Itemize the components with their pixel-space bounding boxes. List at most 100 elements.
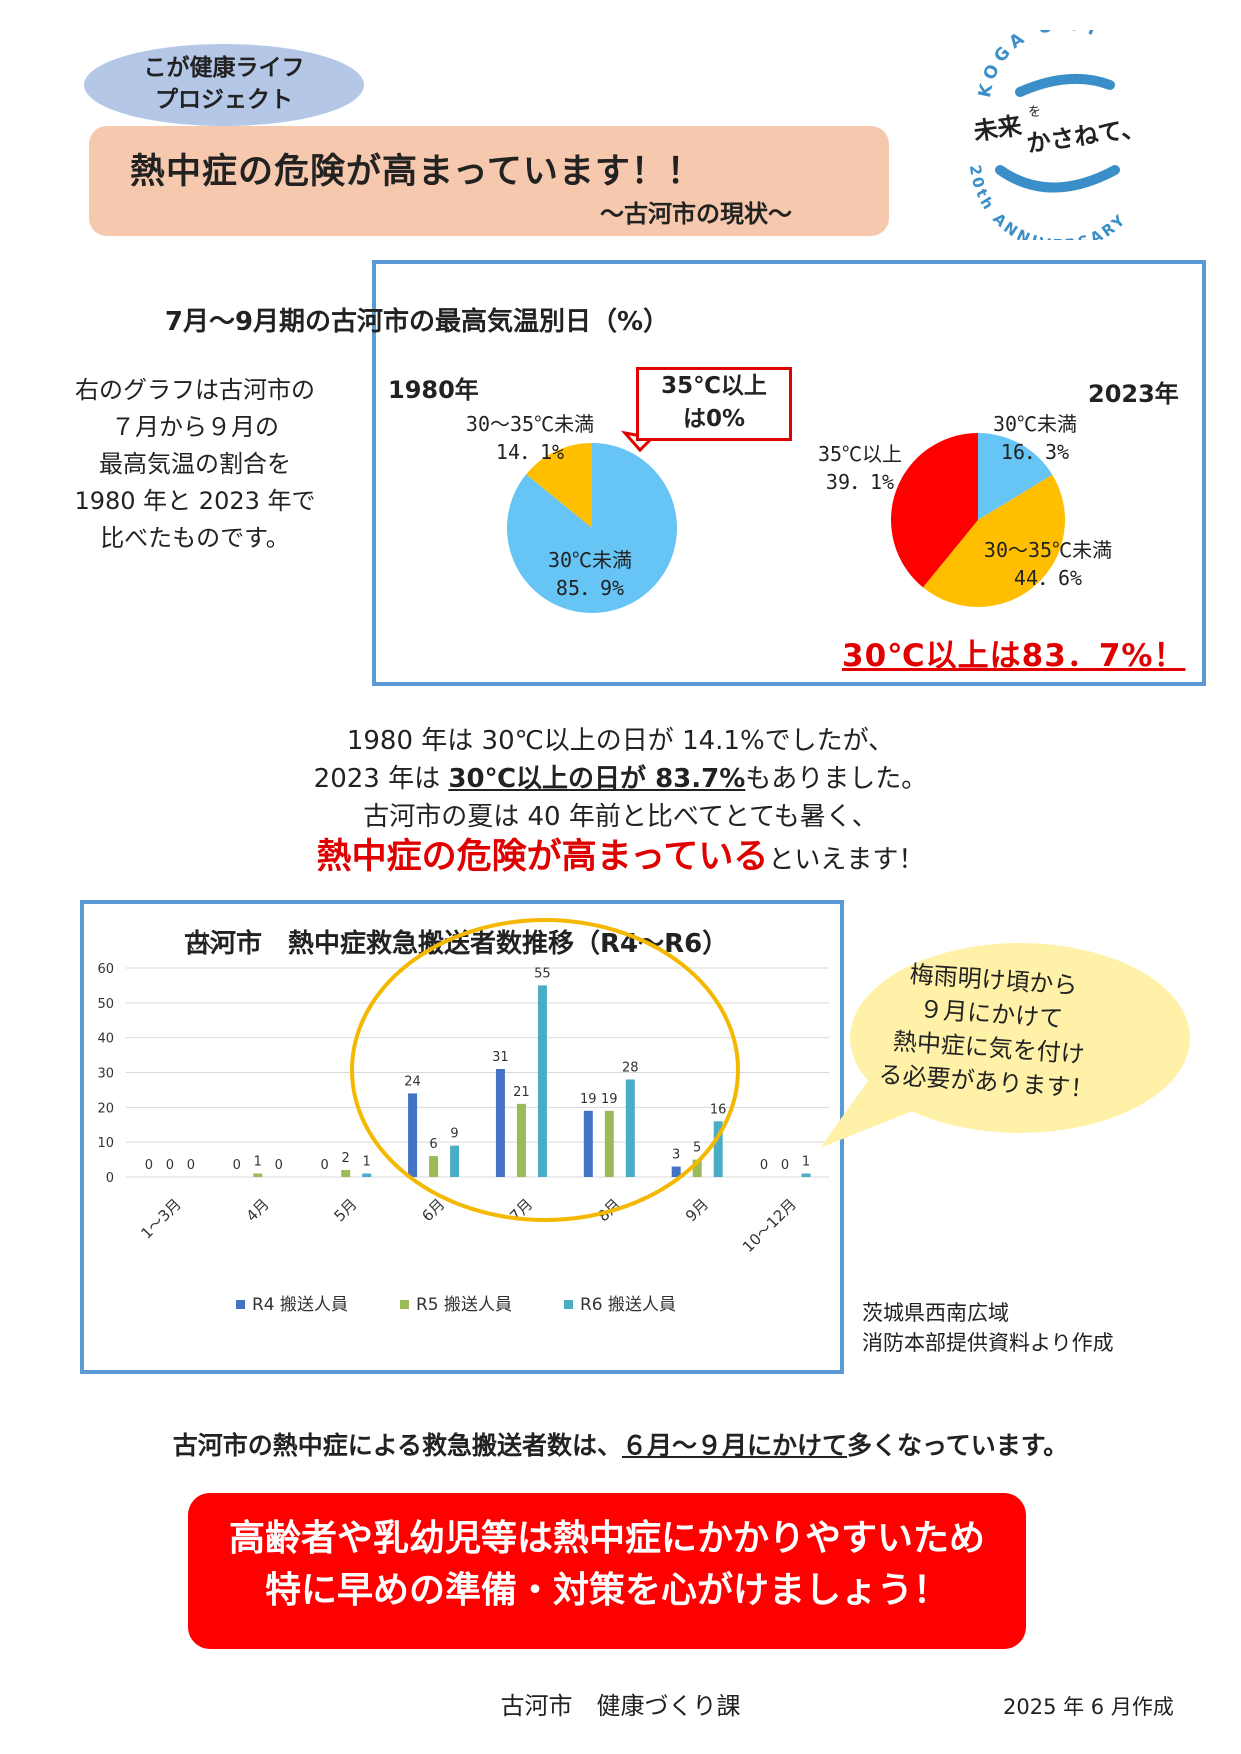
danger-line: 熱中症の危険が高まっているといえます！ <box>0 828 1241 879</box>
legend-swatch <box>400 1300 409 1309</box>
danger-tail-text: といえます！ <box>768 845 925 875</box>
y-tick-label: 60 <box>97 962 114 977</box>
pie-slice <box>922 474 1065 607</box>
logo-slogan-small: を <box>1028 105 1041 120</box>
middle-line-2b: 30℃以上の日が 83.7% <box>448 764 746 794</box>
bar <box>604 1110 614 1177</box>
bar-value-label: 0 <box>781 1158 789 1173</box>
bar <box>692 1159 702 1177</box>
x-tick-label: 4月 <box>243 1195 273 1225</box>
project-line-2: プロジェクト <box>155 87 293 113</box>
bar <box>713 1121 723 1177</box>
middle-line-3: 古河市の夏は 40 年前と比べてとても暑く、 <box>363 802 878 832</box>
middle-line-2: 2023 年は 30℃以上の日が 83.7%もありました。 <box>0 760 1241 798</box>
pie-2023 <box>891 433 1065 607</box>
logo-lower-swoosh <box>995 165 1120 193</box>
pie-2023-label-high-name: 35℃以上 <box>817 442 903 466</box>
bar-value-label: 9 <box>450 1127 458 1142</box>
x-tick-label: 9月 <box>682 1195 712 1225</box>
title-box <box>89 126 889 236</box>
x-tick-label: 10～12月 <box>739 1195 800 1256</box>
footer-department: 古河市 健康づくり課 <box>500 1692 741 1720</box>
pie-slice <box>526 443 592 528</box>
speech-bubble-tail <box>820 1078 920 1148</box>
bar-value-label: 0 <box>275 1158 283 1173</box>
project-line-1: こが健康ライフ <box>143 55 305 81</box>
y-tick-label: 0 <box>106 1171 114 1186</box>
bar-chart-title: 古河市 熱中症救急搬送者数推移（R4～R6） <box>184 928 728 959</box>
legend-label: R5 搬送人員 <box>416 1295 512 1315</box>
bar-value-label: 24 <box>404 1074 421 1089</box>
pie-1980-label-mid: 30～35℃未満 14．1% <box>440 410 620 466</box>
y-tick-label: 50 <box>97 997 114 1012</box>
warning-line-2: 特に早めの準備・対策を心がけましょう！ <box>264 1570 949 1611</box>
pie-2023-label-low-name: 30℃未満 <box>992 412 1078 436</box>
bar <box>341 1170 351 1177</box>
summary-a: 古河市の熱中症による救急搬送者数は、 <box>172 1431 622 1460</box>
project-bubble: こが健康ライフ プロジェクト <box>84 44 364 126</box>
pie-2023-label-low-value: 16．3% <box>1000 440 1070 464</box>
page-subtitle: ～古河市の現状～ <box>600 200 792 228</box>
bar <box>671 1166 681 1177</box>
koga-city-logo: KOGA CITY 20th ANNIVERSARY 未来 を かさねて、 <box>966 30 1147 240</box>
page-title: 熱中症の危険が高まっています！！ <box>130 152 703 192</box>
warning-text: 高齢者や乳幼児等は熱中症にかかりやすいため 特に早めの準備・対策を心がけましょう… <box>188 1513 1026 1617</box>
pie-1980-label-mid-name: 30～35℃未満 <box>465 412 595 436</box>
source-line-1: 茨城県西南広域 <box>862 1301 1009 1325</box>
x-tick-label: 1～3月 <box>137 1195 184 1242</box>
bar <box>625 1079 635 1177</box>
pie-2023-label-mid-name: 30～35℃未満 <box>983 538 1113 562</box>
bar-value-label: 0 <box>321 1158 329 1173</box>
intro-line-4: 1980 年と 2023 年で <box>74 487 316 515</box>
middle-line-2a: 2023 年は <box>313 764 449 794</box>
bar <box>801 1173 811 1177</box>
bar-value-label: 0 <box>233 1158 241 1173</box>
intro-line-2: ７月から９月の <box>111 413 279 441</box>
pie-1980 <box>506 443 677 614</box>
pie-slice <box>978 433 1053 520</box>
speech-bubble <box>820 943 1190 1148</box>
pie-charts <box>506 430 1065 614</box>
bar-value-label: 5 <box>693 1141 701 1156</box>
pie-2023-label-low: 30℃未満 16．3% <box>980 410 1090 466</box>
summary-c: 多くなっています。 <box>847 1431 1069 1460</box>
intro-line-3: 最高気温の割合を <box>99 450 291 478</box>
bar <box>583 1110 593 1177</box>
bar-value-label: 3 <box>672 1148 680 1163</box>
bar <box>495 1069 505 1177</box>
x-tick-label: 5月 <box>330 1195 360 1225</box>
bar-chart-ylabel: （人） <box>176 931 233 953</box>
bar-value-label: 0 <box>145 1158 153 1173</box>
bar-value-label: 55 <box>534 966 551 981</box>
bar-value-label: 21 <box>513 1085 530 1100</box>
legend-swatch <box>564 1300 573 1309</box>
bar-value-label: 0 <box>187 1158 195 1173</box>
middle-line-2c: もありました。 <box>745 764 928 794</box>
bar-value-label: 0 <box>760 1158 768 1173</box>
bar-value-label: 16 <box>710 1102 727 1117</box>
bar <box>362 1173 372 1177</box>
warning-box <box>188 1493 1026 1649</box>
pie-2023-title: 2023年 <box>1088 380 1179 408</box>
pie-2023-label-high-value: 39．1% <box>825 470 895 494</box>
bar-value-label: 1 <box>254 1155 262 1170</box>
legend-swatch <box>236 1300 245 1309</box>
y-tick-label: 10 <box>97 1136 114 1151</box>
pie-panel-title: 7月～9月期の古河市の最高気温別日（%） <box>164 307 670 337</box>
y-tick-label: 20 <box>97 1101 114 1116</box>
bar <box>253 1173 263 1177</box>
middle-text: 1980 年は 30℃以上の日が 14.1%でしたが、 2023 年は 30℃以… <box>0 722 1241 836</box>
pie-chart-panel <box>372 260 1206 686</box>
y-tick-label: 30 <box>97 1067 114 1082</box>
summary-b: ６月～９月にかけて <box>621 1431 847 1460</box>
bar-value-label: 2 <box>342 1151 350 1166</box>
speech-text: 梅雨明け頃から ９月にかけて 熱中症に気を付け る必要があります！ <box>856 954 1125 1108</box>
middle-line-1: 1980 年は 30℃以上の日が 14.1%でしたが、 <box>346 726 895 756</box>
bar <box>429 1156 439 1177</box>
summary-text: 古河市の熱中症による救急搬送者数は、６月～９月にかけて多くなっています。 <box>0 1426 1241 1462</box>
callout-line-1: 35℃以上 <box>661 373 767 399</box>
y-tick-label: 40 <box>97 1032 114 1047</box>
callout-box: 35℃以上 は0% <box>636 367 792 441</box>
source-line-2: 消防本部提供資料より作成 <box>862 1331 1114 1355</box>
